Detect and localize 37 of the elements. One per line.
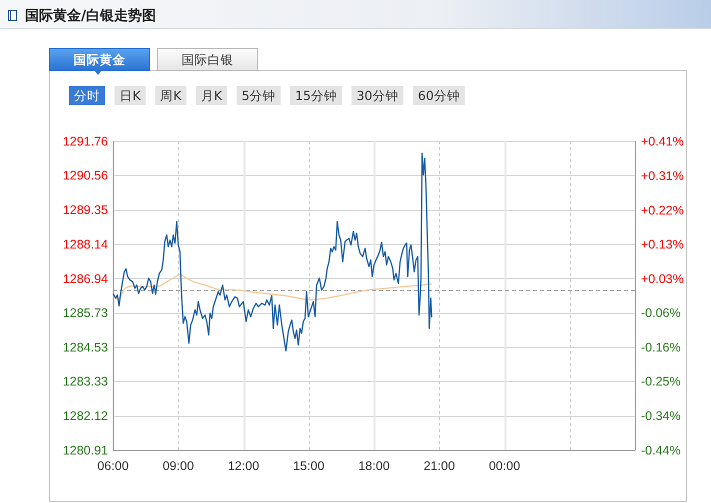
button: 周K	[155, 86, 186, 105]
y2-tick-label: +0.03%	[641, 272, 684, 286]
y-tick-label: 1288.14	[62, 238, 108, 252]
chart-title: 国际黄金/白银走势图	[25, 8, 156, 24]
x-tick-label: 21:00	[424, 459, 455, 473]
x-tick-label: 00:00	[488, 459, 520, 473]
y2-tick-label: +0.22%	[641, 203, 684, 218]
y-tick-label: 1280.91	[62, 444, 108, 458]
y-tick-label: 1286.94	[62, 272, 108, 286]
tab: 国际白银	[157, 48, 258, 71]
x-tick-label: 18:00	[358, 459, 390, 473]
y2-tick-label: +0.13%	[641, 238, 684, 252]
y-tick-label: 1289.35	[62, 203, 108, 218]
button: 5分钟	[236, 86, 281, 105]
x-tick-label: 06:00	[97, 459, 129, 473]
y2-tick-label: -0.25%	[641, 374, 681, 389]
button: 60分钟	[412, 86, 465, 105]
y-tick-label: 1283.33	[62, 374, 108, 389]
y2-tick-label: -0.34%	[641, 409, 681, 424]
x-tick-label: 09:00	[162, 459, 194, 473]
y-tick-label: 1290.56	[62, 168, 108, 183]
y2-tick-label: -0.44%	[641, 444, 681, 458]
y2-tick-label: +0.31%	[641, 168, 684, 183]
y2-tick-label: -0.06%	[641, 306, 681, 320]
y2-tick-label: -0.16%	[641, 340, 681, 355]
button: 30分钟	[351, 86, 404, 105]
button: 15分钟	[290, 86, 342, 105]
y2-tick-label: +0.41%	[641, 134, 684, 148]
x-tick-label: 15:00	[293, 459, 324, 473]
y-tick-label: 1284.53	[62, 340, 108, 354]
button: 分时	[69, 86, 105, 105]
y-tick-label: 1291.76	[62, 134, 108, 148]
y-tick-label: 1285.73	[62, 306, 108, 320]
x-tick-label: 12:00	[228, 459, 260, 473]
button: 月K	[196, 86, 228, 105]
y-tick-label: 1282.12	[62, 409, 108, 424]
button: 日K	[114, 86, 146, 105]
